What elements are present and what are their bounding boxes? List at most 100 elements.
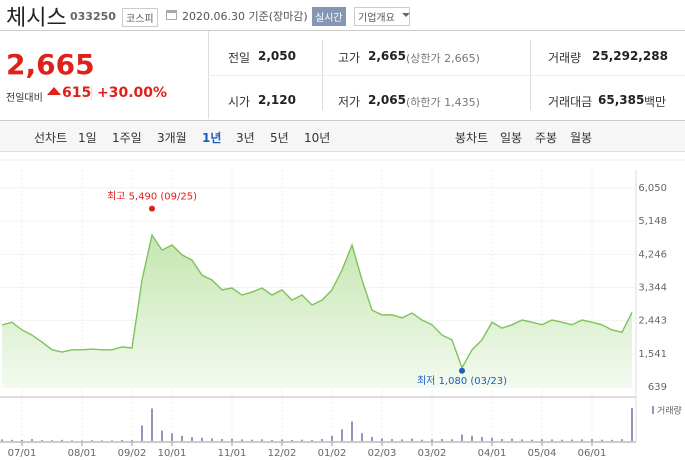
stat-value: 2,120 (258, 93, 296, 107)
volume-bar (121, 439, 123, 441)
x-tick-label: 08/01 (68, 448, 97, 459)
volume-bar (51, 440, 53, 441)
x-tick-label: 03/02 (418, 448, 447, 459)
volume-bar (211, 438, 213, 441)
volume-bar (521, 439, 523, 441)
volume-bar (41, 440, 43, 441)
change: 615 (62, 85, 92, 101)
volume-bar (571, 439, 573, 441)
volume-bar (411, 438, 413, 441)
volume-bar (261, 439, 263, 441)
volume-bar (191, 437, 193, 441)
volume-bar (551, 439, 553, 441)
tab-group-label: 봉차트 (455, 131, 489, 145)
realtime-badge[interactable]: 실시간 (312, 7, 346, 26)
period-tab[interactable]: 일봉 (500, 131, 523, 145)
volume-bar (331, 435, 333, 441)
change-label: 전일대비 (6, 93, 43, 104)
volume-bar (561, 439, 563, 441)
volume-bar (491, 437, 493, 441)
x-tick-label: 01/02 (318, 448, 347, 459)
volume-bar (71, 440, 73, 441)
x-tick-label: 07/01 (8, 448, 37, 459)
period-tab[interactable]: 1주일 (112, 131, 142, 145)
volume-bar (461, 434, 463, 441)
date: 2020.06.30 기준(장마감) (182, 10, 308, 23)
low-marker (459, 367, 465, 374)
volume-bar (541, 439, 543, 441)
volume-bar (431, 439, 433, 441)
price: 2,665 (6, 48, 95, 81)
period-tab[interactable]: 1년 (202, 131, 222, 145)
stat-value: 2,065 (368, 93, 406, 107)
stock-code: 033250 (70, 10, 116, 23)
separator (91, 86, 92, 100)
y-tick-label: 6,050 (638, 183, 667, 194)
volume-bar (631, 408, 633, 441)
x-tick-label: 05/04 (528, 448, 557, 459)
period-tab[interactable]: 10년 (304, 131, 331, 145)
stock-name: 체시스 (6, 6, 67, 31)
volume-bar (221, 439, 223, 441)
period-tab[interactable]: 3개월 (157, 131, 187, 145)
volume-bar (21, 439, 23, 441)
low-label: 최저 1,080 (03/23) (417, 375, 507, 387)
x-tick-label: 12/02 (268, 448, 297, 459)
volume-bar (301, 439, 303, 441)
volume-bar (611, 439, 613, 441)
y-tick-label: 3,344 (638, 283, 667, 294)
stat-label: 시가 (228, 95, 251, 109)
y-tick-label: 2,443 (638, 316, 667, 327)
volume-bar (601, 439, 603, 441)
stat-label: 거래대금 (548, 95, 593, 109)
volume-bar (231, 438, 233, 441)
volume-bar (291, 439, 293, 441)
volume-bar (111, 440, 113, 441)
volume-bar (471, 435, 473, 441)
volume-bar (241, 439, 243, 441)
stat-value: 2,665 (368, 49, 406, 63)
tab-bar: 선차트 1일 1주일 3개월 1년 3년 5년 10년 봉차트 일봉 주봉 월봉 (0, 120, 685, 152)
volume-bar (361, 433, 363, 441)
volume-bar (351, 421, 353, 441)
y-tick-label: 1,541 (638, 349, 667, 360)
volume-bar (81, 440, 83, 441)
company-button[interactable]: 기업개요 (354, 7, 410, 26)
stat-label: 전일 (228, 51, 251, 65)
volume-bar (141, 425, 143, 441)
x-tick-label: 10/01 (158, 448, 187, 459)
period-tab[interactable]: 3년 (236, 131, 255, 145)
volume-bar (281, 439, 283, 441)
area-fill (2, 235, 632, 387)
volume-bar (591, 439, 593, 441)
stat-label: 저가 (338, 95, 361, 109)
volume-bar (391, 439, 393, 441)
stat-label: 거래량 (548, 51, 582, 65)
x-tick-label: 06/01 (578, 448, 607, 459)
volume-bar (401, 439, 403, 441)
volume-bar (581, 439, 583, 441)
high-marker (149, 205, 155, 212)
volume-bar (161, 430, 163, 441)
volume-bar (131, 440, 133, 441)
volume-bar (481, 437, 483, 441)
calendar-icon (166, 10, 177, 20)
volume-bar (421, 439, 423, 441)
volume-bar (531, 439, 533, 441)
tab-group-label: 선차트 (34, 131, 68, 145)
legend-swatch (652, 406, 654, 414)
volume-bar (441, 439, 443, 441)
stat-value: 25,292,288 (592, 49, 668, 63)
market-badge: 코스피 (122, 8, 158, 27)
stat-unit: 백만 (644, 95, 667, 109)
high-label: 최고 5,490 (09/25) (107, 191, 197, 203)
volume-bar (341, 429, 343, 441)
period-tab[interactable]: 주봉 (535, 131, 558, 145)
volume-bar (251, 439, 253, 441)
x-tick-label: 09/02 (118, 448, 147, 459)
period-tab[interactable]: 월봉 (570, 131, 593, 145)
period-tab[interactable]: 1일 (78, 131, 97, 145)
volume-bar (91, 440, 93, 441)
period-tab[interactable]: 5년 (270, 131, 289, 145)
